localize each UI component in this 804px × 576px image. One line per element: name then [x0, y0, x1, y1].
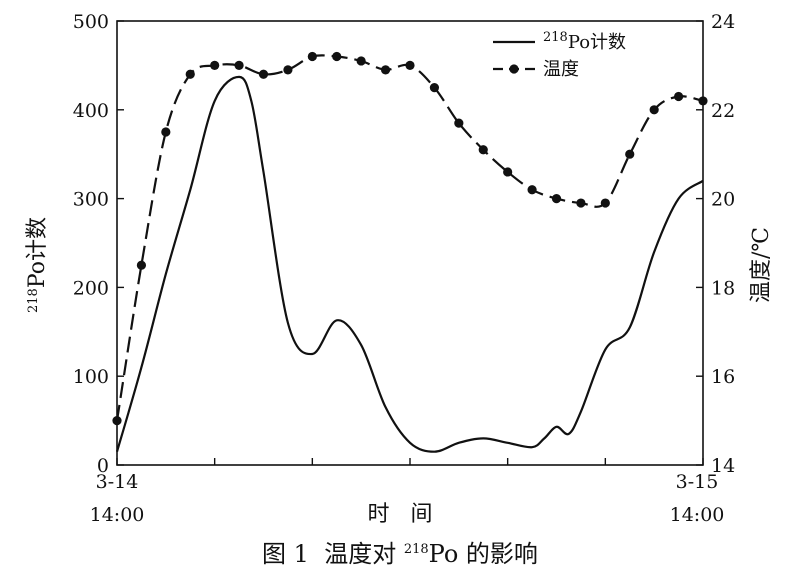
- y-right-tick-label-2: 18: [711, 277, 735, 299]
- axis-ticks: 0 100 200 300 400 500 14 16 18 20 22 24: [73, 11, 735, 477]
- temperature-point-24: [698, 96, 708, 106]
- temperature-point-14: [454, 118, 464, 128]
- temperature-point-10: [356, 56, 366, 66]
- y-left-axis-title: 218Po计数: [25, 217, 50, 313]
- temperature-point-13: [429, 83, 440, 93]
- legend-label-main-0: Po计数: [568, 32, 626, 53]
- temperature-point-7: [283, 65, 293, 75]
- series-layer: [112, 51, 708, 453]
- temperature-point-21: [625, 149, 635, 159]
- caption-sup: 218: [404, 542, 429, 557]
- x-start-label-line1: 3-14: [96, 471, 139, 493]
- y-left-tick-label-3: 300: [73, 189, 109, 211]
- plot-frame: [116, 20, 704, 466]
- y-left-tick-label-5: 500: [73, 11, 109, 33]
- temperature-point-19: [576, 198, 586, 208]
- y-right-tick-label-0: 14: [711, 455, 735, 477]
- temperature-point-12: [405, 60, 415, 70]
- x-end-label-line1: 3-15: [676, 471, 719, 493]
- temperature-point-0: [112, 416, 122, 426]
- temperature-point-23: [673, 91, 684, 102]
- y-left-title-sup: 218: [26, 288, 41, 313]
- series-po-count-line: [115, 75, 704, 453]
- temperature-point-9: [332, 51, 342, 62]
- x-axis-title: 时 间: [368, 502, 433, 527]
- caption-suffix: Po 的影响: [429, 540, 538, 568]
- temperature-point-1: [136, 260, 147, 270]
- y-right-tick-label-3: 20: [711, 189, 735, 211]
- plot-border: [116, 20, 704, 466]
- temperature-point-6: [258, 69, 269, 79]
- y-right-axis-title: 温度/℃: [749, 227, 774, 303]
- temperature-point-4: [210, 60, 220, 70]
- x-start-label-line2: 14:00: [90, 504, 145, 526]
- y-right-tick-label-1: 16: [711, 366, 735, 388]
- y-right-tick-label-4: 22: [711, 100, 735, 122]
- y-left-tick-label-2: 200: [73, 277, 109, 299]
- temperature-point-3: [185, 69, 195, 79]
- legend-label-1: 温度: [543, 59, 579, 80]
- legend-label-sup-0: 218: [543, 30, 568, 45]
- y-right-tick-label-5: 24: [711, 11, 735, 33]
- temperature-point-16: [503, 167, 513, 177]
- temperature-point-5: [234, 60, 244, 70]
- temperature-point-22: [649, 105, 659, 115]
- caption-prefix: 图 1 温度对: [262, 540, 404, 568]
- y-left-tick-label-1: 100: [73, 366, 109, 388]
- temperature-point-17: [527, 185, 537, 195]
- legend-label-0: 218Po计数: [543, 30, 626, 53]
- temperature-point-11: [380, 65, 391, 75]
- legend-marker-1: [509, 64, 519, 74]
- figure-caption: 图 1 温度对 218Po 的影响: [262, 540, 538, 568]
- temperature-point-20: [600, 198, 610, 208]
- temperature-point-15: [478, 145, 488, 155]
- temperature-point-2: [161, 127, 171, 137]
- temperature-point-8: [307, 51, 317, 62]
- y-left-tick-label-4: 400: [73, 100, 109, 122]
- y-left-title-main: Po计数: [25, 217, 50, 288]
- y-left-tick-label-0: 0: [97, 455, 109, 477]
- x-end-label-line2: 14:00: [670, 504, 725, 526]
- temperature-point-18: [551, 194, 562, 204]
- series-temperature-line: [115, 54, 704, 421]
